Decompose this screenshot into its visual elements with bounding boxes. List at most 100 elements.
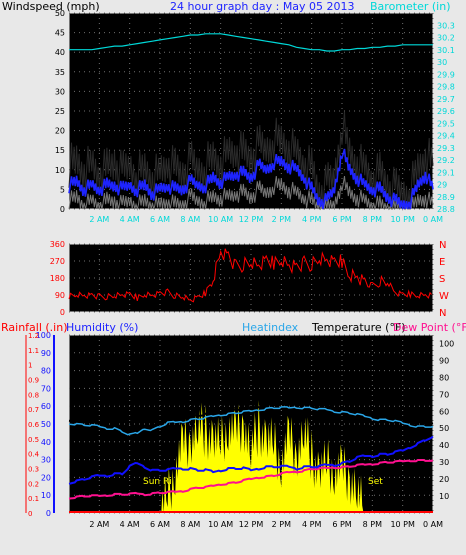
humidity-tick-label: 50 xyxy=(41,420,51,429)
temperature-tick-label: 20 xyxy=(439,475,449,484)
temperature-tick-label: 90 xyxy=(439,356,449,365)
time-tick-label: 2 PM xyxy=(272,215,291,224)
solar-radiation-area xyxy=(69,400,433,513)
rainfall-tick-label: 0.1 xyxy=(28,495,39,503)
humidity-tick-label: 60 xyxy=(41,402,51,411)
wind-tick-label: 10 xyxy=(55,166,65,175)
direction-tick-label: 90 xyxy=(55,291,65,300)
barometer-tick-label: 29.1 xyxy=(437,168,455,177)
heatindex-line xyxy=(68,406,434,436)
barometer-tick-label: 30.3 xyxy=(437,21,455,30)
time-tick-label: 8 PM xyxy=(363,520,382,529)
barometer-tick-label: 29.5 xyxy=(437,119,455,128)
temperature-tick-label: 70 xyxy=(439,390,449,399)
time-tick-label: 10 PM xyxy=(390,520,415,529)
rainfall-tick-label: 0.6 xyxy=(28,421,40,429)
rainfall-tick-label: 1 xyxy=(28,362,32,370)
time-tick-label: 10 AM xyxy=(208,215,233,224)
barometer-tick-label: 29.7 xyxy=(437,95,455,104)
barometer-tick-label: 29.3 xyxy=(437,144,455,153)
compass-label: S xyxy=(439,274,445,285)
temperature-tick-label: 40 xyxy=(439,441,449,450)
time-tick-label: 0 AM xyxy=(423,215,443,224)
axis-tick-labels: 0510152025303540455028.828.92929.129.229… xyxy=(25,9,455,529)
rainfall-axis-title: Rainfall (.in) xyxy=(1,321,68,334)
rainfall-tick-label: 0.3 xyxy=(28,466,39,474)
barometer-tick-label: 30.2 xyxy=(437,34,455,43)
time-tick-label: 2 AM xyxy=(89,215,109,224)
direction-panel-grid xyxy=(69,243,434,313)
barometer-tick-label: 28.9 xyxy=(437,193,455,202)
time-tick-label: 12 PM xyxy=(239,520,264,529)
direction-tick-label: 360 xyxy=(50,240,65,249)
rainfall-tick-label: 1.2 xyxy=(28,332,39,340)
humidity-tick-label: 90 xyxy=(41,349,51,358)
direction-panel-series xyxy=(68,248,432,303)
barometer-tick-label: 29.2 xyxy=(437,156,455,165)
wind-tick-label: 5 xyxy=(60,185,65,194)
humidity-tick-label: 30 xyxy=(41,456,51,465)
wind-min-line xyxy=(68,176,434,211)
barometer-tick-label: 30 xyxy=(437,58,447,67)
time-tick-label: 2 AM xyxy=(89,520,109,529)
dewpoint-line xyxy=(68,459,434,500)
rainfall-tick-label: 0 xyxy=(28,510,32,518)
barometer-axis-title: Barometer (in) xyxy=(370,0,451,13)
humidity-tick-label: 70 xyxy=(41,384,51,393)
barometer-tick-label: 28.8 xyxy=(437,205,455,214)
wind-panel-series xyxy=(68,33,434,211)
humidity-tick-label: 10 xyxy=(41,491,51,500)
humidity-line xyxy=(68,435,434,485)
wind-tick-label: 40 xyxy=(55,48,65,57)
rainfall-tick-label: 0.7 xyxy=(28,406,39,414)
wind-tick-label: 15 xyxy=(55,146,65,155)
time-tick-label: 4 PM xyxy=(302,215,321,224)
time-tick-label: 8 AM xyxy=(180,215,200,224)
direction-tick-label: 180 xyxy=(50,274,65,283)
sunset-label: Set xyxy=(368,477,383,487)
temperature-axis-title: Temperature (°F) xyxy=(311,321,406,334)
barometer-tick-label: 29 xyxy=(437,181,447,190)
temperature-tick-label: 80 xyxy=(439,373,449,382)
dewpoint-axis-title: Dew Point (°F) xyxy=(393,321,466,334)
direction-tick-label: 0 xyxy=(60,308,65,317)
barometer-tick-label: 29.8 xyxy=(437,83,455,92)
humidity-axis-title: Humidity (%) xyxy=(66,321,138,334)
time-tick-label: 6 PM xyxy=(332,215,351,224)
time-tick-label: 10 PM xyxy=(390,215,415,224)
time-tick-label: 4 AM xyxy=(120,215,140,224)
wind-tick-label: 30 xyxy=(55,87,65,96)
chart-title: 24 hour graph day : May 05 2013 xyxy=(170,0,355,13)
compass-label: E xyxy=(439,257,445,268)
time-tick-label: 6 AM xyxy=(150,520,170,529)
time-tick-label: 8 PM xyxy=(363,215,382,224)
rainfall-tick-label: 1.1 xyxy=(28,347,39,355)
temperature-tick-label: 50 xyxy=(439,424,449,433)
humidity-tick-label: 80 xyxy=(41,367,51,376)
rainfall-tick-label: 0.9 xyxy=(28,377,39,385)
wind-tick-label: 20 xyxy=(55,127,65,136)
temperature-tick-label: 10 xyxy=(439,492,449,501)
temperature-panel-grid xyxy=(69,334,434,514)
humidity-tick-label: 0 xyxy=(46,509,51,518)
wind-axis-title: Windspeed (mph) xyxy=(2,0,100,13)
wind-tick-label: 45 xyxy=(55,29,65,38)
rainfall-tick-label: 0.4 xyxy=(28,451,40,459)
wind-tick-label: 25 xyxy=(55,107,65,116)
compass-label: N xyxy=(439,308,446,319)
wind-tick-label: 0 xyxy=(60,205,65,214)
temperature-tick-label: 60 xyxy=(439,407,449,416)
time-tick-label: 10 AM xyxy=(208,520,233,529)
humidity-tick-label: 20 xyxy=(41,473,51,482)
time-tick-label: 4 PM xyxy=(302,520,321,529)
time-tick-label: 0 AM xyxy=(423,520,443,529)
heatindex-legend: Heatindex xyxy=(242,321,299,334)
time-tick-label: 8 AM xyxy=(180,520,200,529)
barometer-tick-label: 29.9 xyxy=(437,70,455,79)
time-tick-label: 12 PM xyxy=(239,215,264,224)
temperature-tick-label: 30 xyxy=(439,458,449,467)
wind-tick-label: 35 xyxy=(55,68,65,77)
humidity-tick-label: 100 xyxy=(36,331,51,340)
temperature-tick-label: 100 xyxy=(439,339,454,348)
